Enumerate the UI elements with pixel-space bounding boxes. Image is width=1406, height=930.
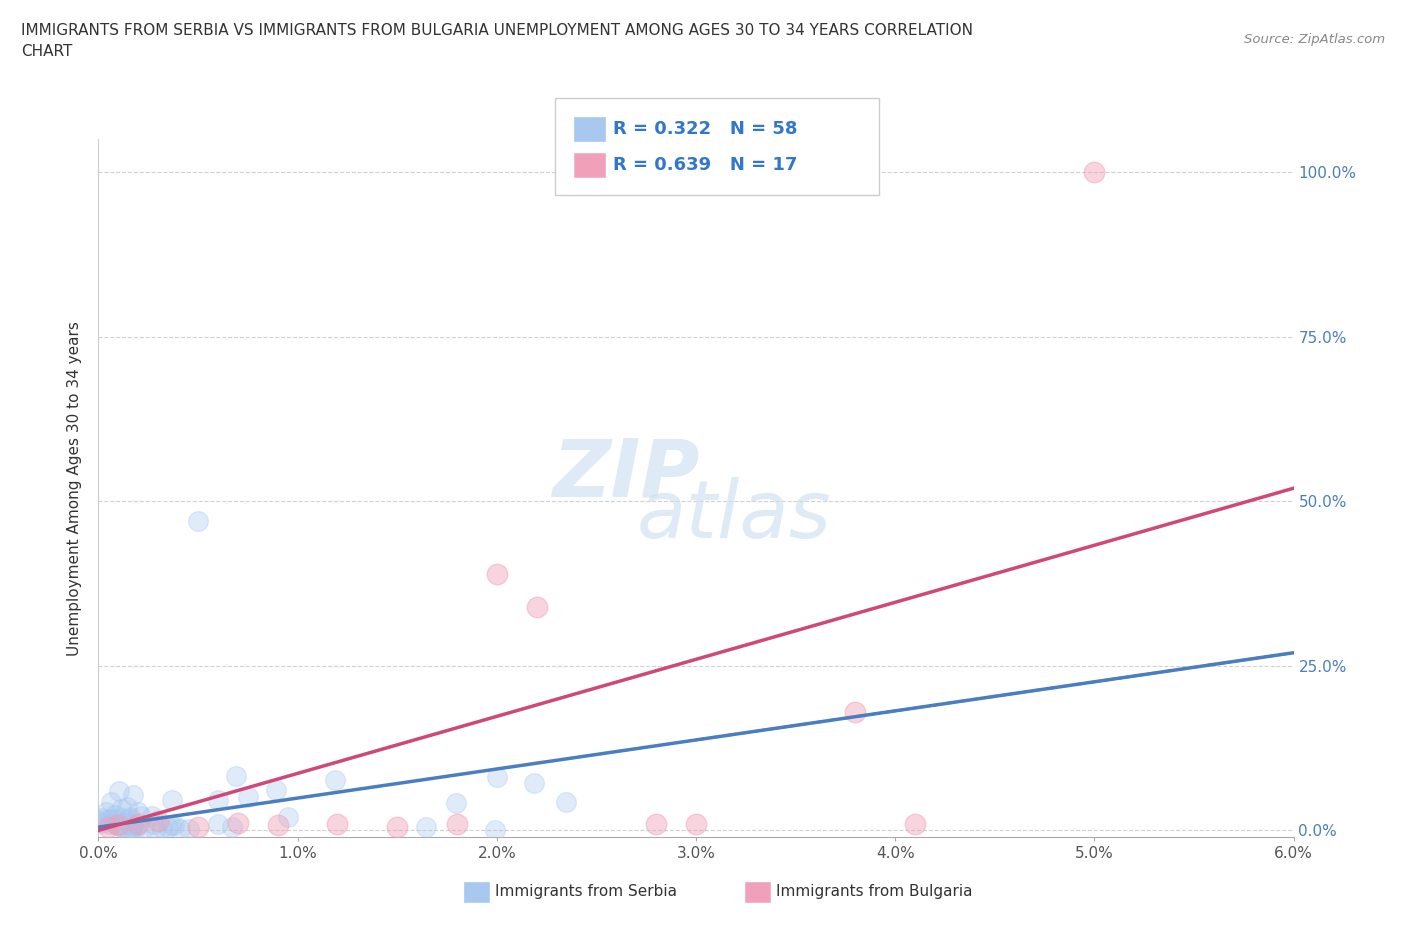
Point bbox=[156, 819, 179, 834]
Point bbox=[104, 811, 127, 826]
Text: IMMIGRANTS FROM SERBIA VS IMMIGRANTS FROM BULGARIA UNEMPLOYMENT AMONG AGES 30 TO: IMMIGRANTS FROM SERBIA VS IMMIGRANTS FRO… bbox=[21, 23, 973, 38]
Point bbox=[685, 817, 707, 831]
Point bbox=[110, 802, 132, 817]
Point bbox=[107, 783, 129, 798]
Point bbox=[127, 804, 149, 819]
Point bbox=[277, 810, 299, 825]
Point bbox=[110, 818, 132, 833]
Point bbox=[94, 804, 117, 819]
Text: CHART: CHART bbox=[21, 44, 73, 59]
Text: ZIP: ZIP bbox=[553, 435, 700, 513]
Point bbox=[207, 817, 229, 831]
Point bbox=[129, 808, 152, 823]
Text: Immigrants from Bulgaria: Immigrants from Bulgaria bbox=[776, 884, 973, 899]
Point bbox=[177, 821, 200, 836]
Point bbox=[142, 817, 165, 831]
Point bbox=[100, 794, 122, 809]
Point bbox=[108, 817, 131, 831]
Text: atlas: atlas bbox=[637, 477, 831, 555]
Point bbox=[118, 810, 141, 825]
Point bbox=[169, 822, 191, 837]
Point bbox=[117, 822, 139, 837]
Point bbox=[110, 819, 132, 834]
Point bbox=[207, 792, 229, 807]
Point bbox=[904, 817, 927, 831]
Text: Immigrants from Serbia: Immigrants from Serbia bbox=[495, 884, 676, 899]
Y-axis label: Unemployment Among Ages 30 to 34 years: Unemployment Among Ages 30 to 34 years bbox=[67, 321, 83, 656]
Point bbox=[444, 795, 467, 810]
Point bbox=[124, 821, 146, 836]
Text: Source: ZipAtlas.com: Source: ZipAtlas.com bbox=[1244, 33, 1385, 46]
Point bbox=[143, 822, 166, 837]
Point bbox=[523, 775, 546, 790]
Point bbox=[120, 819, 142, 834]
Point bbox=[526, 599, 548, 614]
Point bbox=[152, 821, 174, 836]
Point bbox=[555, 795, 578, 810]
Point bbox=[127, 817, 149, 831]
Point bbox=[105, 817, 128, 832]
Point bbox=[221, 819, 243, 834]
Point bbox=[1083, 165, 1105, 179]
Point bbox=[415, 819, 437, 834]
Point bbox=[446, 817, 468, 831]
Point bbox=[98, 817, 121, 831]
Point bbox=[122, 817, 145, 832]
Point bbox=[118, 812, 141, 827]
Point bbox=[187, 819, 209, 834]
Point bbox=[103, 807, 125, 822]
Point bbox=[107, 817, 129, 832]
Point bbox=[134, 820, 156, 835]
Point bbox=[160, 817, 183, 832]
Point bbox=[486, 769, 509, 784]
Point bbox=[160, 792, 183, 807]
Point bbox=[187, 513, 209, 528]
Point bbox=[90, 816, 112, 830]
Point bbox=[226, 815, 249, 830]
Point bbox=[236, 790, 259, 804]
Point bbox=[97, 819, 120, 834]
Point bbox=[89, 814, 111, 829]
Point bbox=[125, 817, 148, 832]
Point bbox=[148, 813, 170, 828]
Point bbox=[141, 808, 163, 823]
Point bbox=[122, 817, 145, 832]
Point bbox=[385, 819, 409, 834]
Text: R = 0.639   N = 17: R = 0.639 N = 17 bbox=[613, 155, 797, 174]
Point bbox=[264, 783, 287, 798]
Point bbox=[267, 817, 290, 832]
Point bbox=[484, 822, 506, 837]
Point bbox=[115, 800, 138, 815]
Point bbox=[844, 705, 866, 720]
Point bbox=[225, 769, 247, 784]
Point bbox=[645, 817, 668, 831]
Point bbox=[100, 812, 122, 827]
Point bbox=[122, 788, 145, 803]
Point bbox=[163, 817, 186, 832]
Point bbox=[111, 811, 134, 826]
Point bbox=[326, 817, 349, 831]
Point bbox=[91, 813, 114, 828]
Point bbox=[91, 810, 114, 825]
Text: R = 0.322   N = 58: R = 0.322 N = 58 bbox=[613, 120, 797, 139]
Point bbox=[323, 773, 346, 788]
Point bbox=[103, 816, 125, 830]
Point bbox=[485, 566, 508, 581]
Point bbox=[117, 816, 139, 830]
Point bbox=[121, 821, 143, 836]
